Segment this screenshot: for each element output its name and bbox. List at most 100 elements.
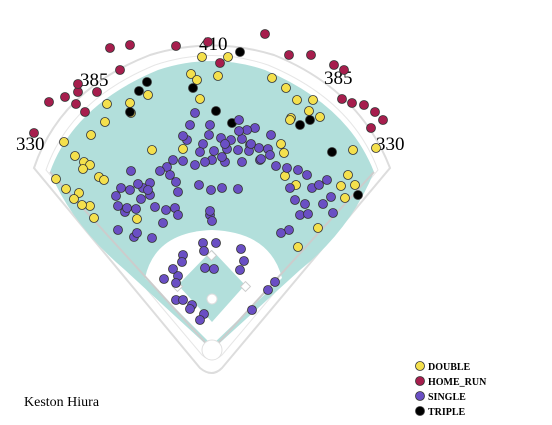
hit-point-double-23 xyxy=(89,213,99,223)
hit-point-single-91 xyxy=(236,244,246,254)
hit-point-single-33 xyxy=(256,154,266,164)
hit-point-double-0 xyxy=(197,52,207,62)
hit-point-single-87 xyxy=(159,274,169,284)
hit-point-home-run-23 xyxy=(203,37,213,47)
hit-point-triple-8 xyxy=(327,147,337,157)
hit-point-double-32 xyxy=(276,139,286,149)
hit-point-double-3 xyxy=(213,71,223,81)
hit-point-single-38 xyxy=(171,177,181,187)
legend-swatch-single xyxy=(415,391,425,401)
second-base xyxy=(205,249,218,262)
hit-point-single-85 xyxy=(177,257,187,267)
hit-point-single-86 xyxy=(168,264,178,274)
hit-point-double-37 xyxy=(371,143,381,153)
hit-point-home-run-20 xyxy=(71,99,81,109)
hit-point-double-48 xyxy=(192,75,202,85)
legend-swatch-home-run xyxy=(415,376,425,386)
hit-point-double-31 xyxy=(285,115,295,125)
hit-point-double-9 xyxy=(86,130,96,140)
hit-point-single-95 xyxy=(270,277,280,287)
hit-point-single-57 xyxy=(161,205,171,215)
hit-point-double-18 xyxy=(61,184,71,194)
legend-swatch-double xyxy=(415,361,425,371)
hit-point-home-run-12 xyxy=(378,115,388,125)
hit-point-double-28 xyxy=(315,112,325,122)
hit-point-single-107 xyxy=(220,139,230,149)
hit-point-home-run-21 xyxy=(80,107,90,117)
hit-point-single-94 xyxy=(263,285,273,295)
hit-point-single-79 xyxy=(132,228,142,238)
hit-point-double-40 xyxy=(343,170,353,180)
hit-point-single-18 xyxy=(190,160,200,170)
legend-label-home-run: HOME_RUN xyxy=(428,377,487,388)
hit-point-single-69 xyxy=(318,199,328,209)
hit-point-single-14 xyxy=(242,125,252,135)
home-plate xyxy=(201,339,223,361)
hit-point-double-15 xyxy=(99,175,109,185)
hit-point-double-24 xyxy=(267,73,277,83)
hit-point-double-45 xyxy=(132,214,142,224)
hit-point-single-41 xyxy=(217,183,227,193)
player-name: Keston Hiura xyxy=(24,395,100,410)
hit-point-home-run-14 xyxy=(29,128,39,138)
hit-point-single-39 xyxy=(194,180,204,190)
hit-point-double-27 xyxy=(308,95,318,105)
hit-point-triple-1 xyxy=(142,77,152,87)
hit-point-single-24 xyxy=(282,163,292,173)
hit-point-single-90 xyxy=(200,263,210,273)
hit-point-double-29 xyxy=(304,106,314,116)
hit-point-double-46 xyxy=(178,144,188,154)
hit-point-single-16 xyxy=(168,155,178,165)
hit-point-single-110 xyxy=(173,187,183,197)
hit-point-home-run-7 xyxy=(339,65,349,75)
legend-item-single: SINGLE xyxy=(415,391,466,403)
hit-point-single-70 xyxy=(326,192,336,202)
hit-point-triple-4 xyxy=(211,106,221,116)
hit-point-single-46 xyxy=(143,185,153,195)
hit-point-triple-10 xyxy=(188,83,198,93)
hit-point-double-4 xyxy=(195,94,205,104)
hit-point-double-5 xyxy=(125,98,135,108)
hit-point-single-34 xyxy=(195,147,205,157)
hit-point-double-42 xyxy=(313,223,323,233)
hit-point-single-73 xyxy=(322,175,332,185)
hit-point-single-11 xyxy=(254,143,264,153)
hit-point-single-81 xyxy=(198,238,208,248)
hit-point-home-run-13 xyxy=(366,123,376,133)
hit-point-home-run-22 xyxy=(115,65,125,75)
hit-point-single-71 xyxy=(328,208,338,218)
hit-point-single-40 xyxy=(206,185,216,195)
hit-point-single-82 xyxy=(199,246,209,256)
hit-point-double-33 xyxy=(279,148,289,158)
hit-point-double-17 xyxy=(51,174,61,184)
hit-point-double-8 xyxy=(100,117,110,127)
hit-point-single-42 xyxy=(233,184,243,194)
hit-point-double-26 xyxy=(292,95,302,105)
hit-point-home-run-15 xyxy=(44,97,54,107)
legend-item-triple: TRIPLE xyxy=(415,406,466,418)
hit-point-single-76 xyxy=(207,216,217,226)
hit-point-single-103 xyxy=(126,166,136,176)
hit-point-single-21 xyxy=(237,157,247,167)
hit-point-triple-2 xyxy=(134,86,144,96)
hit-point-single-101 xyxy=(195,315,205,325)
legend-label-triple: TRIPLE xyxy=(428,407,466,418)
distance-label-lcf: 385 xyxy=(80,70,109,91)
hit-point-double-43 xyxy=(293,242,303,252)
infield-grass xyxy=(178,250,245,322)
hit-point-single-64 xyxy=(285,183,295,193)
pitchers-mound xyxy=(206,293,218,305)
hit-point-single-25 xyxy=(293,165,303,175)
hit-point-single-60 xyxy=(158,218,168,228)
legend-swatch-triple xyxy=(415,406,425,416)
hit-point-double-2 xyxy=(186,69,196,79)
hit-point-single-13 xyxy=(250,123,260,133)
hit-point-double-21 xyxy=(85,201,95,211)
hit-point-double-47 xyxy=(143,90,153,100)
hit-point-single-66 xyxy=(300,199,310,209)
hit-point-single-67 xyxy=(295,210,305,220)
hit-point-double-34 xyxy=(280,171,290,181)
hit-point-single-0 xyxy=(190,108,200,118)
hit-point-single-51 xyxy=(113,201,123,211)
hit-point-single-99 xyxy=(185,304,195,314)
